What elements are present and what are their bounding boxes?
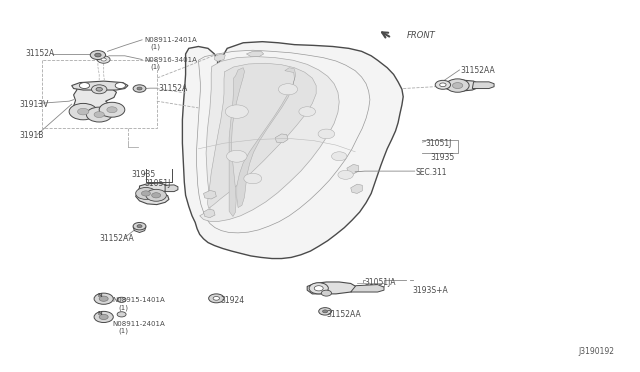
Circle shape: [99, 102, 125, 117]
Text: N08915-1401A: N08915-1401A: [112, 297, 164, 303]
Circle shape: [101, 58, 106, 61]
Circle shape: [133, 222, 146, 230]
Text: 31051JA: 31051JA: [365, 278, 396, 287]
Circle shape: [69, 103, 97, 120]
Text: J3190192: J3190192: [579, 347, 614, 356]
Circle shape: [227, 150, 247, 162]
Text: (1): (1): [150, 64, 161, 70]
Text: 3193S+A: 3193S+A: [413, 286, 449, 295]
Text: 31935: 31935: [131, 170, 156, 179]
Polygon shape: [207, 63, 316, 208]
Circle shape: [152, 193, 161, 198]
Polygon shape: [165, 185, 178, 192]
Text: N: N: [98, 311, 102, 316]
Circle shape: [117, 312, 126, 317]
Circle shape: [137, 225, 142, 228]
Circle shape: [278, 84, 298, 95]
Circle shape: [92, 85, 107, 94]
Polygon shape: [246, 51, 264, 57]
Polygon shape: [443, 80, 479, 91]
Circle shape: [94, 293, 113, 304]
Circle shape: [209, 294, 224, 303]
Circle shape: [299, 107, 316, 116]
Text: 31924: 31924: [221, 296, 245, 305]
Circle shape: [77, 108, 89, 115]
Text: 31935: 31935: [430, 153, 454, 162]
Circle shape: [117, 297, 126, 302]
Polygon shape: [72, 81, 128, 90]
Circle shape: [435, 80, 451, 89]
Polygon shape: [275, 134, 288, 143]
Text: (1): (1): [118, 328, 129, 334]
Polygon shape: [229, 68, 244, 217]
Circle shape: [115, 83, 125, 89]
Circle shape: [99, 314, 108, 320]
Polygon shape: [204, 209, 215, 218]
Circle shape: [141, 191, 150, 196]
Polygon shape: [200, 57, 339, 221]
Circle shape: [321, 290, 332, 296]
Circle shape: [95, 53, 101, 57]
Circle shape: [323, 310, 328, 313]
Text: SEC.311: SEC.311: [416, 168, 447, 177]
Text: N: N: [98, 293, 102, 298]
Text: 31913V: 31913V: [19, 100, 49, 109]
Circle shape: [96, 87, 102, 91]
Text: FRONT: FRONT: [406, 31, 435, 40]
Text: N08911-2401A: N08911-2401A: [144, 37, 196, 43]
Circle shape: [244, 173, 262, 184]
Polygon shape: [351, 184, 362, 193]
Text: 3191B: 3191B: [19, 131, 44, 140]
Text: 31152AA: 31152AA: [326, 310, 361, 319]
Circle shape: [94, 311, 113, 323]
Circle shape: [79, 83, 90, 89]
Circle shape: [146, 189, 166, 201]
Circle shape: [452, 83, 463, 89]
Circle shape: [309, 283, 328, 294]
Polygon shape: [347, 164, 358, 174]
Polygon shape: [237, 68, 296, 208]
Text: 31152AA: 31152AA: [99, 234, 134, 243]
Text: N08911-2401A: N08911-2401A: [112, 321, 164, 327]
Circle shape: [133, 85, 146, 92]
Text: 31051J: 31051J: [144, 179, 170, 188]
Text: (1): (1): [150, 44, 161, 51]
Circle shape: [137, 87, 142, 90]
Circle shape: [314, 286, 323, 291]
Polygon shape: [182, 42, 403, 259]
Polygon shape: [136, 183, 169, 205]
Polygon shape: [204, 190, 216, 199]
Circle shape: [338, 170, 353, 179]
Polygon shape: [351, 285, 384, 292]
Text: 31051J: 31051J: [426, 139, 452, 148]
Circle shape: [319, 308, 332, 315]
Text: (1): (1): [118, 304, 129, 311]
Polygon shape: [214, 54, 225, 61]
Circle shape: [136, 187, 156, 199]
Circle shape: [440, 83, 446, 87]
Text: 31152A: 31152A: [159, 84, 188, 93]
Circle shape: [225, 105, 248, 118]
Text: 31152A: 31152A: [26, 49, 55, 58]
Text: N08916-3401A: N08916-3401A: [144, 57, 197, 62]
Circle shape: [97, 56, 110, 63]
Circle shape: [99, 296, 108, 301]
Circle shape: [107, 107, 117, 113]
Circle shape: [332, 152, 347, 161]
Polygon shape: [472, 82, 494, 89]
Circle shape: [94, 112, 104, 118]
Circle shape: [446, 79, 469, 92]
Polygon shape: [133, 224, 146, 232]
Circle shape: [213, 296, 220, 300]
Circle shape: [86, 107, 112, 122]
Text: 31152AA: 31152AA: [461, 66, 495, 75]
Polygon shape: [74, 85, 116, 117]
Circle shape: [318, 129, 335, 139]
Circle shape: [90, 51, 106, 60]
Polygon shape: [307, 282, 357, 294]
